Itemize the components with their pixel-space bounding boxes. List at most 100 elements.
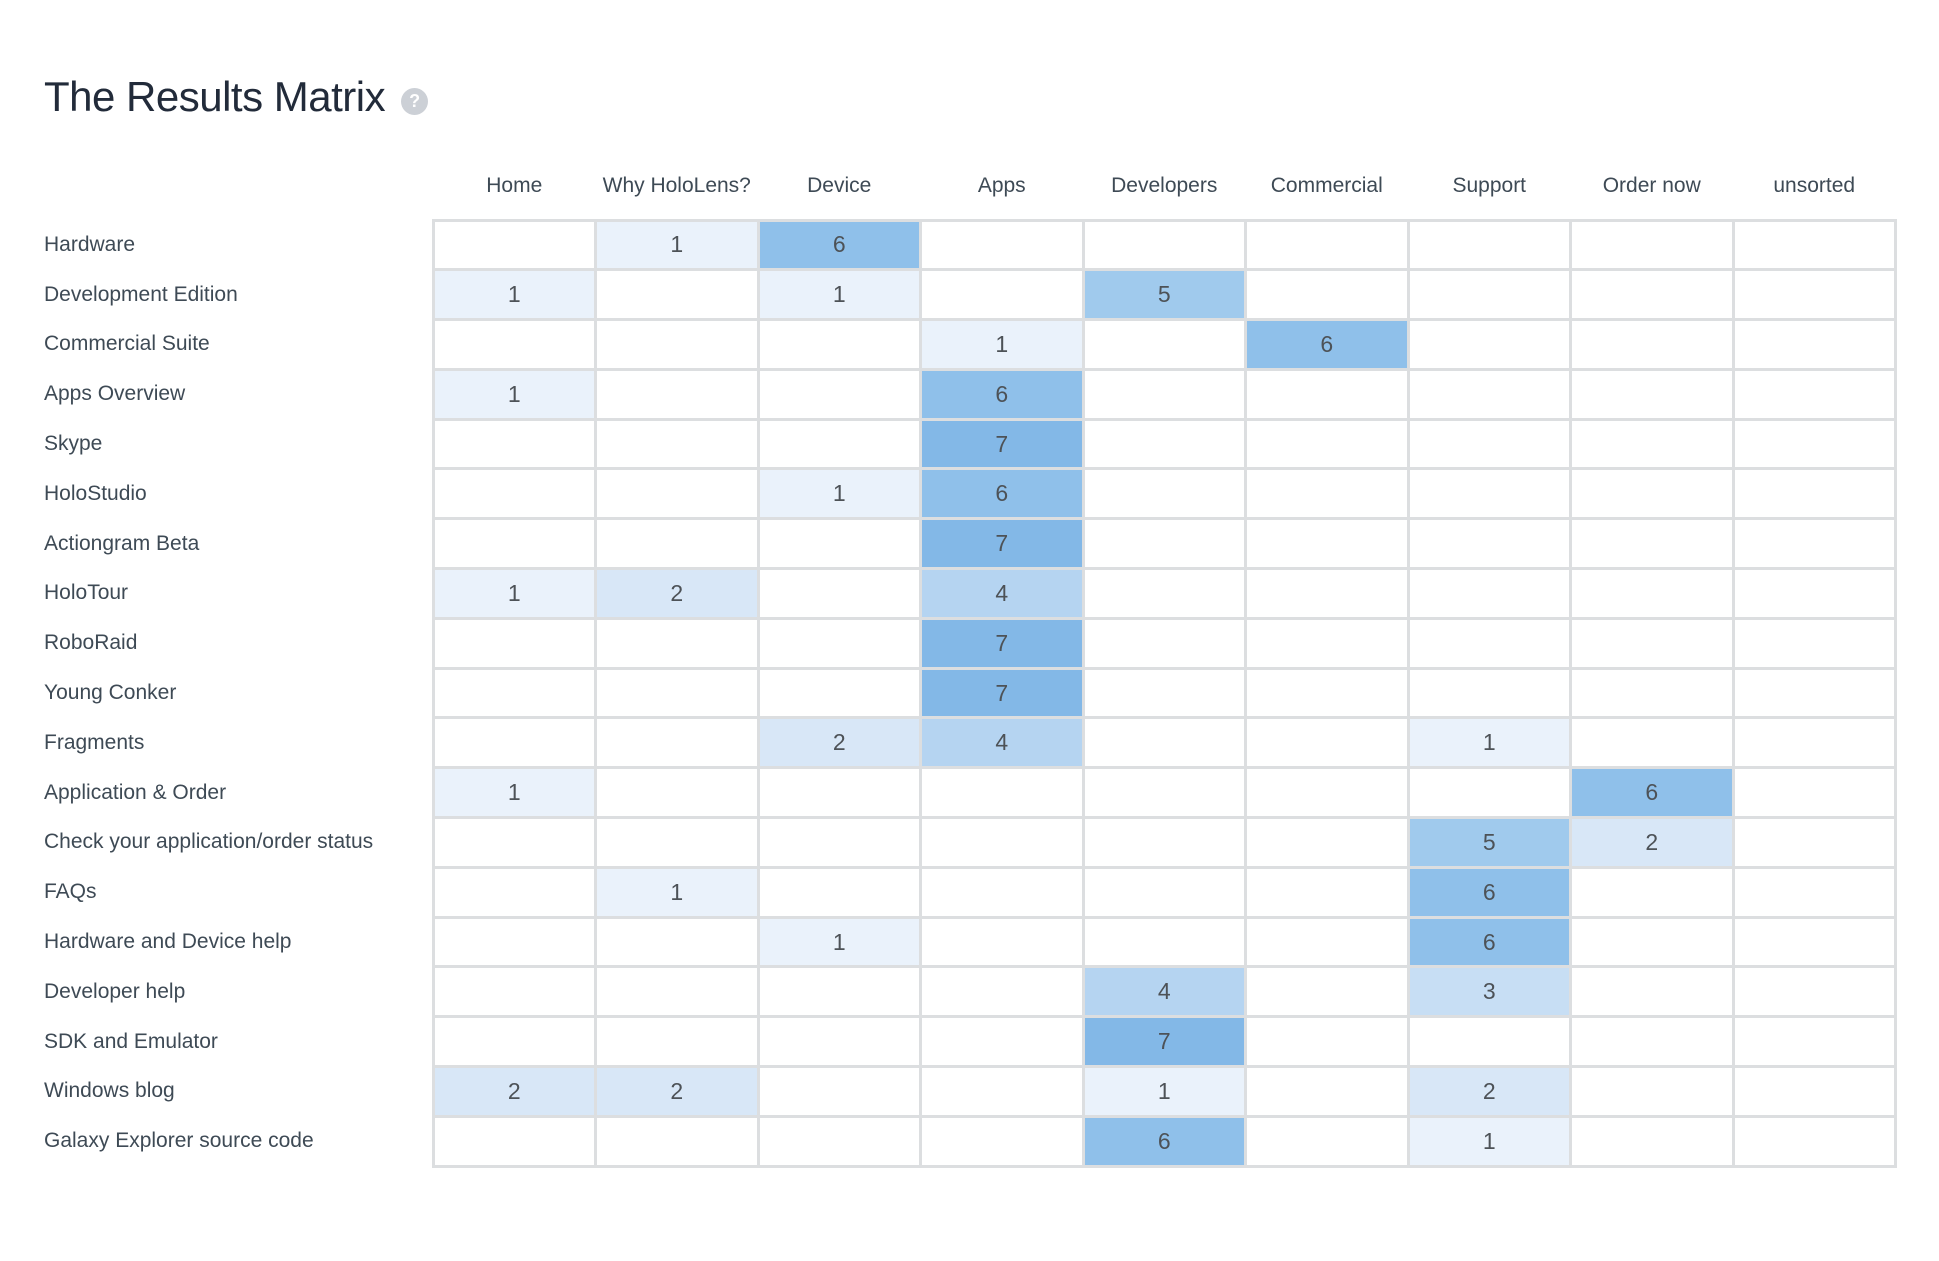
matrix-cell-hardware--device: 6 (756, 218, 922, 272)
matrix-row-developer-help: Developer help 4 3 (44, 965, 1897, 1019)
matrix-cell-development-edition--order-now (1569, 268, 1735, 322)
matrix-row-holotour: HoloTour 1 2 4 (44, 567, 1897, 620)
matrix-cell-hardware--home (431, 218, 597, 272)
matrix-cell-young-conker--device (756, 666, 922, 720)
matrix-cell-development-edition--home: 1 (431, 268, 597, 322)
matrix-cell-commercial-suite--order-now (1569, 318, 1735, 371)
matrix-cell-holostudio--order-now (1569, 467, 1735, 521)
matrix-cell-developer-help--commercial (1244, 965, 1410, 1019)
help-icon[interactable]: ? (401, 87, 429, 115)
matrix-cell-sdk-and-emulator--apps (919, 1015, 1085, 1069)
matrix-cell-windows-blog--why-hololens: 2 (594, 1065, 760, 1118)
matrix-cell-hardware-and-device-help--unsorted (1731, 915, 1897, 969)
matrix-cell-hardware-and-device-help--home (431, 915, 597, 969)
matrix-cell-apps-overview--why-hololens (594, 367, 760, 421)
matrix-cell-fragments--developers (1081, 716, 1247, 770)
matrix-cell-faqs--developers (1081, 865, 1247, 919)
matrix-cell-roboraid--commercial (1244, 616, 1410, 670)
matrix-cell-hardware-and-device-help--apps (919, 915, 1085, 969)
page-header: The Results Matrix ? (44, 76, 1939, 118)
matrix-row-young-conker: Young Conker 7 (44, 666, 1897, 720)
matrix-row-apps-overview: Apps Overview 1 6 (44, 367, 1897, 421)
matrix-cell-hardware-and-device-help--support: 6 (1406, 915, 1572, 969)
row-label-holostudio: HoloStudio (44, 481, 147, 505)
matrix-cell-roboraid--home (431, 616, 597, 670)
row-label-actiongram-beta: Actiongram Beta (44, 531, 200, 555)
matrix-cell-check-your-application-order-status--developers (1081, 816, 1247, 869)
matrix-cell-holostudio--commercial (1244, 467, 1410, 521)
matrix-cell-fragments--order-now (1569, 716, 1735, 770)
matrix-cell-actiongram-beta--why-hololens (594, 517, 760, 571)
matrix-cell-holotour--order-now (1569, 567, 1735, 620)
matrix-cell-application-order--why-hololens (594, 766, 760, 820)
matrix-row-hardware-and-device-help: Hardware and Device help 1 6 (44, 915, 1897, 969)
matrix-cell-skype--order-now (1569, 417, 1735, 471)
matrix-row-fragments: Fragments 2 4 1 (44, 716, 1897, 770)
results-matrix-table: Home Why HoloLens? Device Apps Developers Com… (44, 118, 1897, 1168)
matrix-cell-galaxy-explorer-source-code--support: 1 (1406, 1114, 1572, 1168)
matrix-cell-young-conker--home (431, 666, 597, 720)
matrix-cell-fragments--commercial (1244, 716, 1410, 770)
matrix-cell-check-your-application-order-status--home (431, 816, 597, 869)
matrix-cell-sdk-and-emulator--home (431, 1015, 597, 1069)
matrix-cell-development-edition--unsorted (1731, 268, 1897, 322)
matrix-cell-holotour--commercial (1244, 567, 1410, 620)
matrix-cell-hardware--apps (919, 218, 1085, 272)
matrix-cell-young-conker--unsorted (1731, 666, 1897, 720)
matrix-cell-developer-help--developers: 4 (1081, 965, 1247, 1019)
matrix-cell-check-your-application-order-status--unsorted (1731, 816, 1897, 869)
matrix-cell-development-edition--why-hololens (594, 268, 760, 322)
matrix-cell-application-order--order-now: 6 (1569, 766, 1735, 820)
row-label-windows-blog: Windows blog (44, 1079, 175, 1103)
matrix-cell-check-your-application-order-status--support: 5 (1406, 816, 1572, 869)
row-label-faqs: FAQs (44, 880, 97, 904)
matrix-cell-galaxy-explorer-source-code--device (756, 1114, 922, 1168)
matrix-cell-application-order--device (756, 766, 922, 820)
matrix-cell-apps-overview--apps: 6 (919, 367, 1085, 421)
column-header-developers: Developers (1111, 173, 1218, 197)
matrix-cell-fragments--why-hololens (594, 716, 760, 770)
matrix-cell-apps-overview--home: 1 (431, 367, 597, 421)
matrix-cell-development-edition--apps (919, 268, 1085, 322)
matrix-cell-holostudio--device: 1 (756, 467, 922, 521)
row-label-apps-overview: Apps Overview (44, 382, 186, 406)
matrix-cell-commercial-suite--support (1406, 318, 1572, 371)
matrix-cell-holostudio--home (431, 467, 597, 521)
matrix-row-sdk-and-emulator: SDK and Emulator 7 (44, 1015, 1897, 1069)
matrix-cell-apps-overview--support (1406, 367, 1572, 421)
matrix-row-development-edition: Development Edition 1 1 5 (44, 268, 1897, 322)
matrix-cell-skype--why-hololens (594, 417, 760, 471)
matrix-cell-development-edition--support (1406, 268, 1572, 322)
matrix-row-actiongram-beta: Actiongram Beta 7 (44, 517, 1897, 571)
matrix-cell-commercial-suite--home (431, 318, 597, 371)
matrix-cell-sdk-and-emulator--device (756, 1015, 922, 1069)
row-label-skype: Skype (44, 432, 103, 456)
column-header-commercial: Commercial (1270, 173, 1383, 197)
matrix-cell-developer-help--home (431, 965, 597, 1019)
matrix-cell-check-your-application-order-status--order-now: 2 (1569, 816, 1735, 869)
row-label-young-conker: Young Conker (44, 681, 177, 705)
matrix-cell-sdk-and-emulator--order-now (1569, 1015, 1735, 1069)
matrix-cell-apps-overview--unsorted (1731, 367, 1897, 421)
matrix-cell-skype--commercial (1244, 417, 1410, 471)
matrix-cell-galaxy-explorer-source-code--unsorted (1731, 1114, 1897, 1168)
matrix-cell-developer-help--apps (919, 965, 1085, 1019)
matrix-cell-commercial-suite--apps: 1 (919, 318, 1085, 371)
matrix-cell-check-your-application-order-status--why-hololens (594, 816, 760, 869)
matrix-cell-skype--support (1406, 417, 1572, 471)
matrix-cell-application-order--support (1406, 766, 1572, 820)
matrix-cell-hardware--commercial (1244, 218, 1410, 272)
row-label-hardware-and-device-help: Hardware and Device help (44, 930, 292, 954)
matrix-cell-actiongram-beta--support (1406, 517, 1572, 571)
row-label-galaxy-explorer-source-code: Galaxy Explorer source code (44, 1129, 314, 1153)
matrix-row-faqs: FAQs 1 6 (44, 865, 1897, 919)
matrix-cell-galaxy-explorer-source-code--developers: 6 (1081, 1114, 1247, 1168)
matrix-cell-young-conker--developers (1081, 666, 1247, 720)
column-header-why-hololens: Why HoloLens? (602, 173, 751, 197)
matrix-cell-hardware-and-device-help--order-now (1569, 915, 1735, 969)
matrix-cell-check-your-application-order-status--device (756, 816, 922, 869)
matrix-cell-commercial-suite--device (756, 318, 922, 371)
matrix-cell-holostudio--apps: 6 (919, 467, 1085, 521)
matrix-cell-fragments--unsorted (1731, 716, 1897, 770)
matrix-cell-windows-blog--apps (919, 1065, 1085, 1118)
